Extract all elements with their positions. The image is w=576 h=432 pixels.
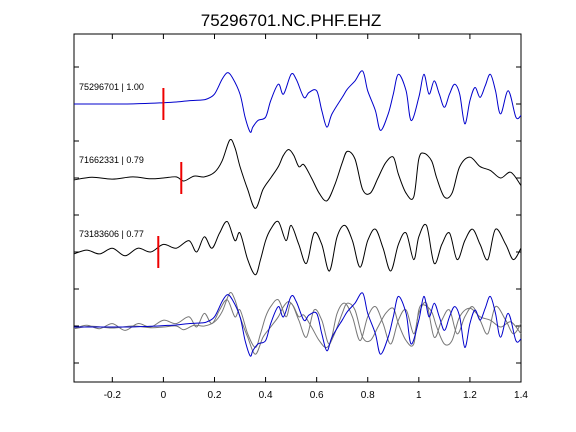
trace-label-1: 71662331 | 0.79 — [79, 155, 144, 165]
x-tick-label-1: 0 — [161, 390, 167, 401]
trace-line-1 — [73, 139, 522, 209]
overlay-line-1 — [73, 292, 522, 355]
plot-frame — [73, 33, 522, 383]
x-tick-label-5: 0.8 — [361, 390, 375, 401]
x-tick-label-6: 1 — [416, 390, 422, 401]
waveform-traces — [73, 70, 522, 276]
x-axis-ticks — [111, 34, 522, 382]
x-tick-label-8: 1.4 — [514, 390, 528, 401]
x-tick-label-3: 0.4 — [259, 390, 273, 401]
x-axis-tick-labels: -0.2 0 0.2 0.4 0.6 0.8 1 1.2 1.4 — [104, 390, 529, 401]
overlay-line-0 — [74, 292, 522, 357]
x-tick-label-4: 0.6 — [310, 390, 324, 401]
trace-label-2: 73183606 | 0.77 — [79, 229, 144, 239]
x-tick-label-0: -0.2 — [104, 390, 122, 401]
x-tick-label-2: 0.2 — [208, 390, 222, 401]
overlay-traces — [73, 292, 522, 357]
trace-labels: 75296701 | 1.00 71662331 | 0.79 73183606 |… — [79, 82, 144, 239]
y-axis-ticks — [74, 66, 521, 364]
trace-line-0 — [73, 70, 522, 133]
overlay-line-2 — [73, 299, 522, 348]
x-tick-label-7: 1.2 — [463, 390, 477, 401]
trace-line-2 — [73, 220, 522, 276]
trace-label-0: 75296701 | 1.00 — [79, 82, 144, 92]
chart-title: 75296701.NC.PHF.EHZ — [201, 11, 381, 30]
pick-markers — [157, 88, 183, 268]
